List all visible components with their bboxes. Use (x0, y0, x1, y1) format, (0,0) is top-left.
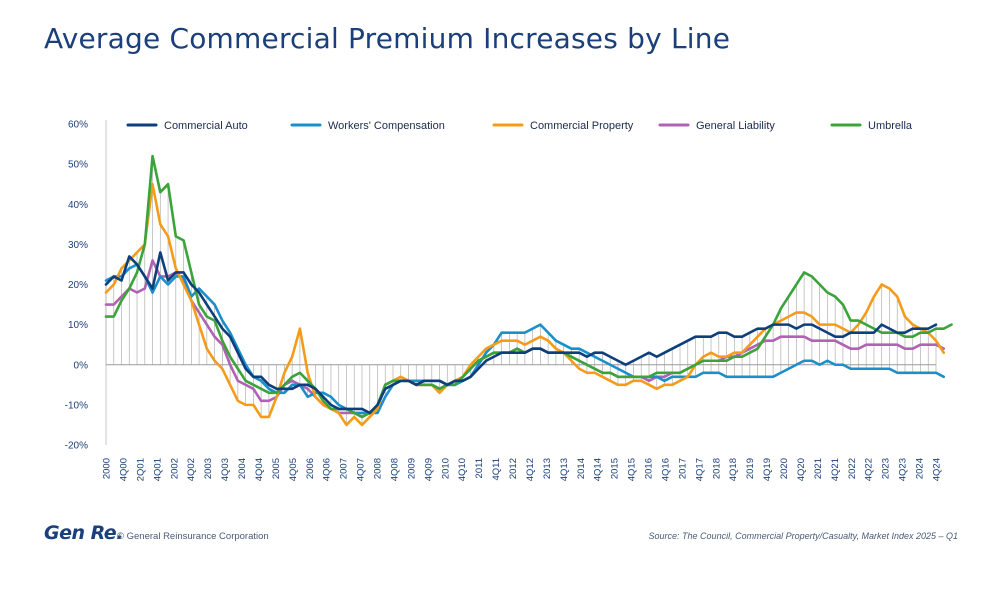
y-tick-label: 20% (68, 280, 88, 291)
series-line-workers-compensation (104, 263, 946, 415)
x-tick-label: 4Q02 (186, 458, 197, 481)
y-tick-label: 0% (74, 360, 89, 371)
x-tick-label: 2013 (542, 458, 553, 479)
x-tick-label: 2020 (779, 458, 790, 479)
x-tick-label: 4Q04 (254, 458, 265, 481)
x-tick-label: 2023 (881, 458, 892, 479)
legend-label: Workers' Compensation (328, 120, 445, 132)
x-tick-label: 2011 (474, 458, 485, 478)
y-tick-label: -10% (65, 400, 88, 411)
x-tick-label: 2005 (271, 458, 282, 479)
x-tick-label: 4Q12 (525, 458, 536, 481)
x-tick-label: 4Q19 (762, 458, 773, 481)
x-tick-label: 4Q01 (152, 458, 163, 481)
x-tick-label: 4Q24 (932, 458, 943, 481)
x-tick-label: 4Q05 (288, 458, 299, 481)
x-tick-label: 2024 (915, 458, 926, 479)
x-tick-label: 4Q13 (559, 458, 570, 481)
x-tick-label: 4Q20 (796, 458, 807, 481)
legend-label: Commercial Auto (164, 120, 248, 132)
x-tick-label: 4Q09 (423, 458, 434, 481)
chart-title: Average Commercial Premium Increases by … (44, 22, 731, 55)
x-tick-label: 2Q01 (135, 458, 146, 481)
x-tick-label: 2007 (339, 458, 350, 479)
x-tick-label: 2000 (102, 458, 113, 479)
series-line-commercial-auto (104, 251, 938, 415)
x-tick-label: 2008 (373, 458, 384, 479)
copyright-text: © General Reinsurance Corporation (117, 531, 269, 542)
legend: Commercial Auto Workers' Compensation Comm… (126, 120, 913, 132)
x-axis: 2000 4Q00 2Q01 4Q01 2002 4Q02 2003 4Q03 2004 4Q04… (102, 458, 943, 481)
x-tick-label: 2012 (508, 458, 519, 479)
x-tick-label: 2010 (440, 458, 451, 479)
x-tick-label: 2019 (745, 458, 756, 479)
legend-label: Commercial Property (530, 120, 634, 132)
x-tick-label: 4Q17 (694, 458, 705, 481)
legend-label: Umbrella (868, 120, 913, 132)
x-tick-label: 4Q11 (491, 458, 502, 481)
x-tick-label: 4Q03 (220, 458, 231, 481)
x-tick-label: 2004 (237, 458, 248, 479)
series-line-commercial-property (104, 182, 946, 427)
series-group (104, 154, 953, 427)
y-tick-label: -20% (65, 441, 88, 452)
x-tick-label: 2003 (203, 458, 214, 479)
x-tick-label: 4Q14 (593, 458, 604, 481)
legend-item: Workers' Compensation (290, 120, 445, 132)
x-tick-label: 2022 (847, 458, 858, 479)
series-line-umbrella (104, 154, 953, 419)
legend-item: General Liability (658, 120, 775, 132)
x-tick-label: 2002 (169, 458, 180, 479)
x-tick-label: 4Q23 (898, 458, 909, 481)
x-tick-label: 2015 (610, 458, 621, 479)
x-tick-label: 4Q00 (118, 458, 129, 481)
x-tick-label: 2009 (406, 458, 417, 479)
x-tick-label: 4Q22 (864, 458, 875, 481)
x-tick-label: 4Q16 (660, 458, 671, 481)
x-tick-label: 2018 (711, 458, 722, 479)
y-tick-label: 50% (68, 160, 88, 171)
y-tick-label: 40% (68, 200, 88, 211)
legend-item: Umbrella (830, 120, 913, 132)
x-tick-label: 4Q18 (728, 458, 739, 481)
x-tick-label: 2017 (677, 458, 688, 479)
x-tick-label: 4Q21 (830, 458, 841, 481)
x-tick-label: 4Q07 (356, 458, 367, 481)
x-tick-label: 2016 (644, 458, 655, 479)
legend-item: Commercial Property (492, 120, 634, 132)
legend-label: General Liability (696, 120, 775, 132)
genre-logo: Gen Re. (44, 522, 123, 544)
source-text: Source: The Council, Commercial Property… (648, 531, 958, 541)
y-tick-label: 60% (68, 120, 88, 131)
x-tick-label: 2006 (305, 458, 316, 479)
x-tick-label: 2021 (813, 458, 824, 479)
y-tick-label: 10% (68, 320, 88, 331)
y-axis: -20% -10% 0% 10% 20% 30% 40% 50% 60% (65, 120, 107, 452)
x-tick-label: 4Q10 (457, 458, 468, 481)
y-tick-label: 30% (68, 240, 88, 251)
x-tick-label: 4Q15 (627, 458, 638, 481)
x-tick-label: 2014 (576, 458, 587, 479)
x-tick-label: 4Q06 (322, 458, 333, 481)
x-tick-label: 4Q08 (389, 458, 400, 481)
legend-item: Commercial Auto (126, 120, 248, 132)
